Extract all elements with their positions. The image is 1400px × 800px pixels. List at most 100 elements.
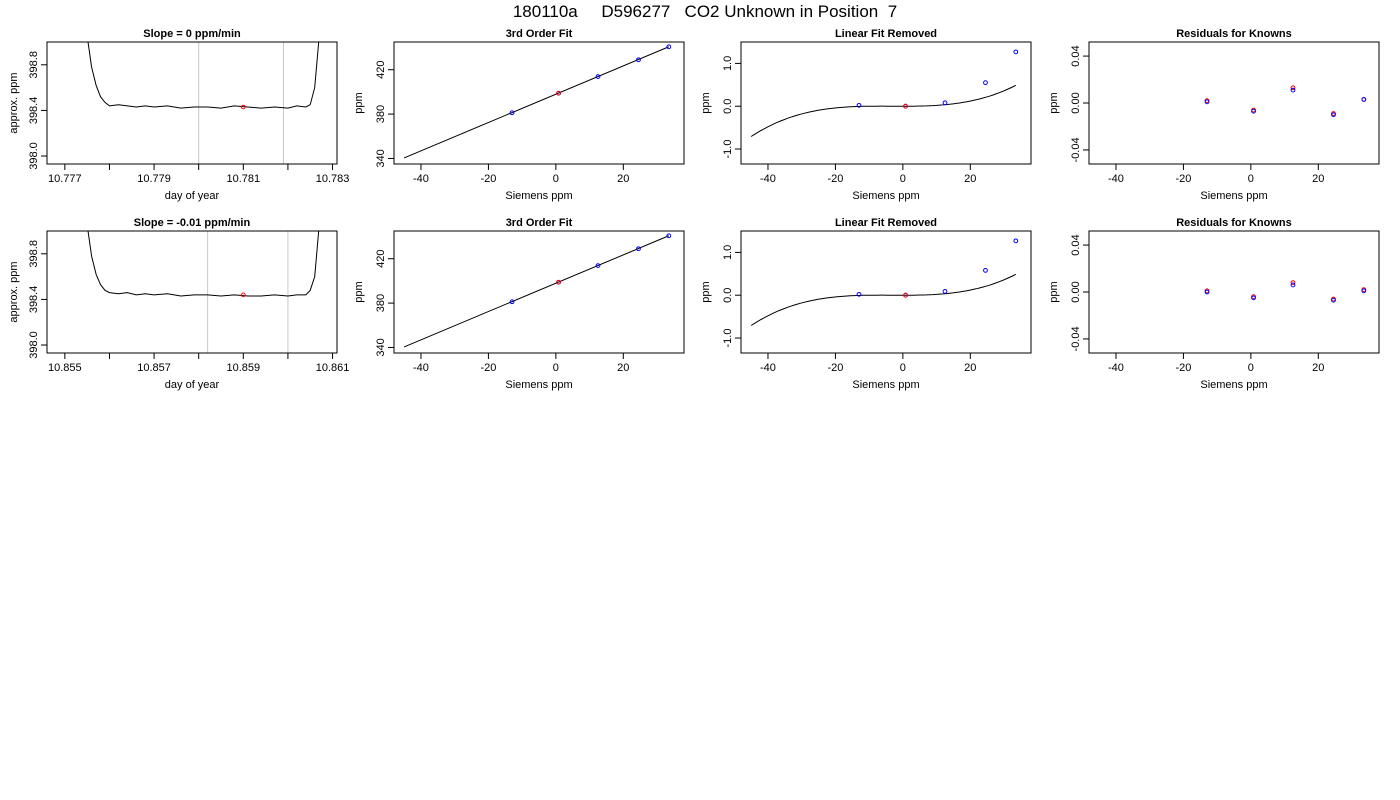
unknown-point: [556, 90, 561, 96]
x-axis-label: Siemens ppm: [505, 190, 572, 202]
x-tick-label: -20: [1175, 173, 1191, 185]
y-axis-label: ppm: [700, 92, 712, 113]
panel-title: Linear Fit Removed: [835, 28, 937, 40]
y-axis-label: ppm: [353, 281, 365, 302]
panel-2: 3rd Order Fit -40 -20 0 20 340 380 420 Siemens p…: [353, 28, 685, 202]
plot-area: [1204, 85, 1367, 118]
x-tick-label: -40: [1108, 173, 1124, 185]
known-point: [666, 233, 672, 239]
residual-curve: [750, 84, 1017, 137]
x-tick-label: -40: [413, 173, 429, 185]
residual-curve: [750, 273, 1017, 326]
panel-5: Slope = -0.01 ppm/min 10.855 10.857 10.859 1…: [8, 217, 349, 391]
x-axis-label: day of year: [165, 190, 220, 202]
x-tick-label: 10.859: [226, 362, 260, 374]
y-tick-label: 0.04: [1070, 45, 1082, 66]
x-axis-label: Siemens ppm: [1200, 190, 1267, 202]
panel-title: Slope = -0.01 ppm/min: [134, 217, 251, 229]
x-tick-label: 10.861: [316, 362, 350, 374]
residual-point-blue: [1251, 295, 1256, 301]
known-point: [1013, 49, 1019, 55]
concentration-trace: [87, 231, 320, 297]
y-tick-label: 380: [375, 105, 387, 123]
plot-area: [750, 238, 1019, 326]
concentration-trace: [87, 42, 320, 109]
y-axis-label: ppm: [1048, 281, 1060, 302]
known-point: [636, 246, 641, 252]
fit-line: [403, 235, 670, 348]
plot-frame: [46, 41, 338, 165]
plot-frame: [740, 230, 1032, 354]
y-tick-label: 380: [375, 294, 387, 312]
panel-title: 3rd Order Fit: [506, 217, 573, 229]
residual-point-blue: [1290, 282, 1296, 288]
x-tick-label: -20: [480, 173, 496, 185]
y-tick-label: 0.00: [1070, 92, 1082, 113]
x-tick-label: 20: [1312, 173, 1324, 185]
x-tick-label: 20: [964, 173, 976, 185]
plot-area: [87, 42, 320, 164]
x-tick-label: 0: [1248, 173, 1254, 185]
y-axis-label: approx. ppm: [8, 261, 20, 322]
known-point: [856, 291, 862, 297]
y-tick-label: -1.0: [722, 140, 734, 159]
x-tick-label: 0: [1248, 362, 1254, 374]
residual-point-blue: [1361, 288, 1367, 294]
panel-1: Slope = 0 ppm/min 10.777 10.779 10.781 10.78…: [8, 28, 349, 202]
y-tick-label: 1.0: [722, 245, 734, 260]
y-axis-label: ppm: [700, 281, 712, 302]
residual-point-red: [1290, 85, 1296, 91]
x-tick-label: -20: [827, 173, 843, 185]
x-tick-label: 10.777: [48, 173, 82, 185]
x-tick-label: -40: [413, 362, 429, 374]
x-tick-label: -20: [480, 362, 496, 374]
known-point: [595, 74, 601, 80]
x-tick-label: 20: [617, 362, 629, 374]
residual-point-blue: [1361, 97, 1367, 102]
known-point: [509, 110, 515, 116]
x-tick-label: -40: [1108, 362, 1124, 374]
x-axis-label: Siemens ppm: [505, 379, 572, 391]
x-axis-label: Siemens ppm: [852, 190, 919, 202]
x-axis-label: Siemens ppm: [852, 379, 919, 391]
x-tick-label: -40: [760, 173, 776, 185]
residual-point-blue: [1331, 112, 1336, 118]
x-tick-label: 20: [1312, 362, 1324, 374]
x-tick-label: 10.855: [48, 362, 82, 374]
plot-area: [403, 233, 672, 348]
fit-line: [403, 46, 670, 159]
y-tick-label: 340: [375, 149, 387, 167]
x-tick-label: 10.779: [137, 173, 171, 185]
y-tick-label: 0.00: [1070, 281, 1082, 302]
x-tick-label: 0: [900, 362, 906, 374]
plot-frame: [740, 41, 1032, 165]
y-axis-label: ppm: [353, 92, 365, 113]
plot-frame: [393, 230, 685, 354]
y-tick-label: 340: [375, 338, 387, 356]
known-point: [856, 102, 862, 108]
y-tick-label: 420: [375, 250, 387, 268]
x-tick-label: 10.781: [226, 173, 260, 185]
plot-frame: [1088, 41, 1380, 165]
panel-8: Residuals for Knowns -40 -20 0 20 -0.04 0.00 0.…: [1048, 217, 1380, 391]
unknown-point: [556, 279, 561, 285]
y-tick-label: 420: [375, 61, 387, 79]
y-tick-label: -1.0: [722, 329, 734, 348]
average-marker: [241, 292, 246, 298]
y-tick-label: 0.0: [722, 99, 734, 114]
known-point: [942, 100, 948, 106]
x-tick-label: -20: [827, 362, 843, 374]
panel-6: 3rd Order Fit -40 -20 0 20 340 380 420 Siemens p…: [353, 217, 685, 391]
plot-frame: [46, 230, 338, 354]
x-tick-label: 10.857: [137, 362, 171, 374]
unknown-point: [903, 292, 908, 298]
panel-7: Linear Fit Removed -40 -20 0 20 -1.0 0.0 1.0 Sie…: [700, 217, 1032, 391]
panel-3: Linear Fit Removed -40 -20 0 20 -1.0 0.0 1.0 Sie…: [700, 28, 1032, 202]
y-tick-label: 398.0: [28, 142, 40, 170]
residual-point-blue: [1290, 87, 1296, 93]
y-tick-label: -0.04: [1070, 326, 1082, 351]
y-tick-label: 398.8: [28, 51, 40, 79]
x-tick-label: -40: [760, 362, 776, 374]
x-tick-label: -20: [1175, 362, 1191, 374]
residual-point-red: [1290, 280, 1296, 286]
